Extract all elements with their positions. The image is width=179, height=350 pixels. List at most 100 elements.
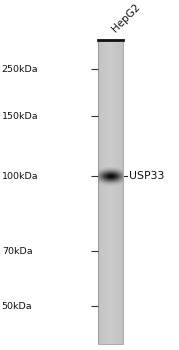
Bar <box>100 176 101 177</box>
Bar <box>105 179 106 180</box>
Bar <box>115 176 116 177</box>
Bar <box>112 177 113 178</box>
Bar <box>108 173 109 174</box>
Bar <box>115 182 116 183</box>
Bar <box>122 175 123 176</box>
Bar <box>121 173 122 174</box>
Bar <box>101 176 102 177</box>
Bar <box>113 176 114 177</box>
Bar <box>108 182 109 183</box>
Bar <box>98 177 99 178</box>
Bar <box>98 180 99 181</box>
Bar <box>106 184 107 185</box>
Bar <box>100 173 101 174</box>
Bar <box>105 174 106 175</box>
Bar <box>113 170 114 171</box>
Bar <box>115 176 116 177</box>
Bar <box>102 172 103 173</box>
Bar <box>99 183 100 184</box>
Bar <box>98 178 99 179</box>
Bar <box>114 172 115 173</box>
Bar <box>119 174 120 175</box>
Bar <box>114 183 115 184</box>
Bar <box>122 176 123 177</box>
Bar <box>121 175 122 176</box>
Bar <box>110 173 111 174</box>
Bar <box>113 183 114 184</box>
Bar <box>102 173 103 174</box>
Bar <box>100 177 101 178</box>
Bar <box>114 181 115 182</box>
Bar <box>106 178 107 179</box>
Bar <box>117 181 118 182</box>
Bar <box>99 168 100 169</box>
Bar <box>111 168 112 169</box>
Bar <box>119 178 120 179</box>
Bar <box>109 176 110 177</box>
Bar <box>103 177 104 178</box>
Bar <box>114 168 115 169</box>
Bar <box>111 177 112 178</box>
Bar <box>122 175 123 176</box>
Bar <box>106 177 107 178</box>
Bar <box>105 185 106 186</box>
Bar <box>106 173 107 174</box>
Bar <box>116 170 117 171</box>
Bar <box>111 167 112 168</box>
Bar <box>122 182 123 183</box>
Bar <box>100 172 101 173</box>
Bar <box>111 171 112 172</box>
Bar <box>109 182 110 183</box>
Bar <box>117 178 118 179</box>
Bar <box>117 180 118 181</box>
Bar <box>121 173 122 174</box>
Bar <box>113 177 114 178</box>
Bar <box>122 179 123 180</box>
Bar <box>110 183 111 184</box>
Bar <box>116 173 117 174</box>
Bar <box>104 182 105 183</box>
Bar <box>109 178 110 179</box>
Bar <box>111 174 112 175</box>
Bar <box>109 180 110 181</box>
Bar <box>103 184 104 185</box>
Bar <box>122 180 123 181</box>
Bar <box>106 176 107 177</box>
Bar <box>117 180 118 181</box>
Bar <box>106 171 107 172</box>
Bar <box>111 176 112 177</box>
Bar <box>113 176 114 177</box>
Bar <box>102 170 103 171</box>
Bar <box>104 184 105 185</box>
Bar <box>108 168 109 169</box>
Bar <box>108 40 109 344</box>
Bar <box>115 172 116 173</box>
Bar <box>114 176 115 177</box>
Bar <box>109 180 110 181</box>
Bar <box>106 174 107 175</box>
Bar <box>111 176 112 177</box>
Bar <box>107 183 108 184</box>
Bar <box>114 168 115 169</box>
Bar <box>116 177 117 178</box>
Bar <box>112 180 113 181</box>
Bar <box>104 176 105 177</box>
Bar <box>106 177 107 178</box>
Bar <box>119 181 120 182</box>
Bar <box>111 168 112 169</box>
Bar <box>103 170 104 171</box>
Bar <box>116 181 117 182</box>
Bar <box>118 181 119 182</box>
Bar <box>111 170 112 171</box>
Bar <box>101 175 102 176</box>
Bar <box>116 177 117 178</box>
Bar <box>121 182 122 183</box>
Bar <box>114 174 115 175</box>
Bar <box>118 167 119 168</box>
Bar <box>99 174 100 175</box>
Bar <box>111 175 112 176</box>
Bar <box>109 170 110 171</box>
Bar <box>109 170 110 171</box>
Bar <box>102 173 103 174</box>
Bar <box>103 178 104 179</box>
